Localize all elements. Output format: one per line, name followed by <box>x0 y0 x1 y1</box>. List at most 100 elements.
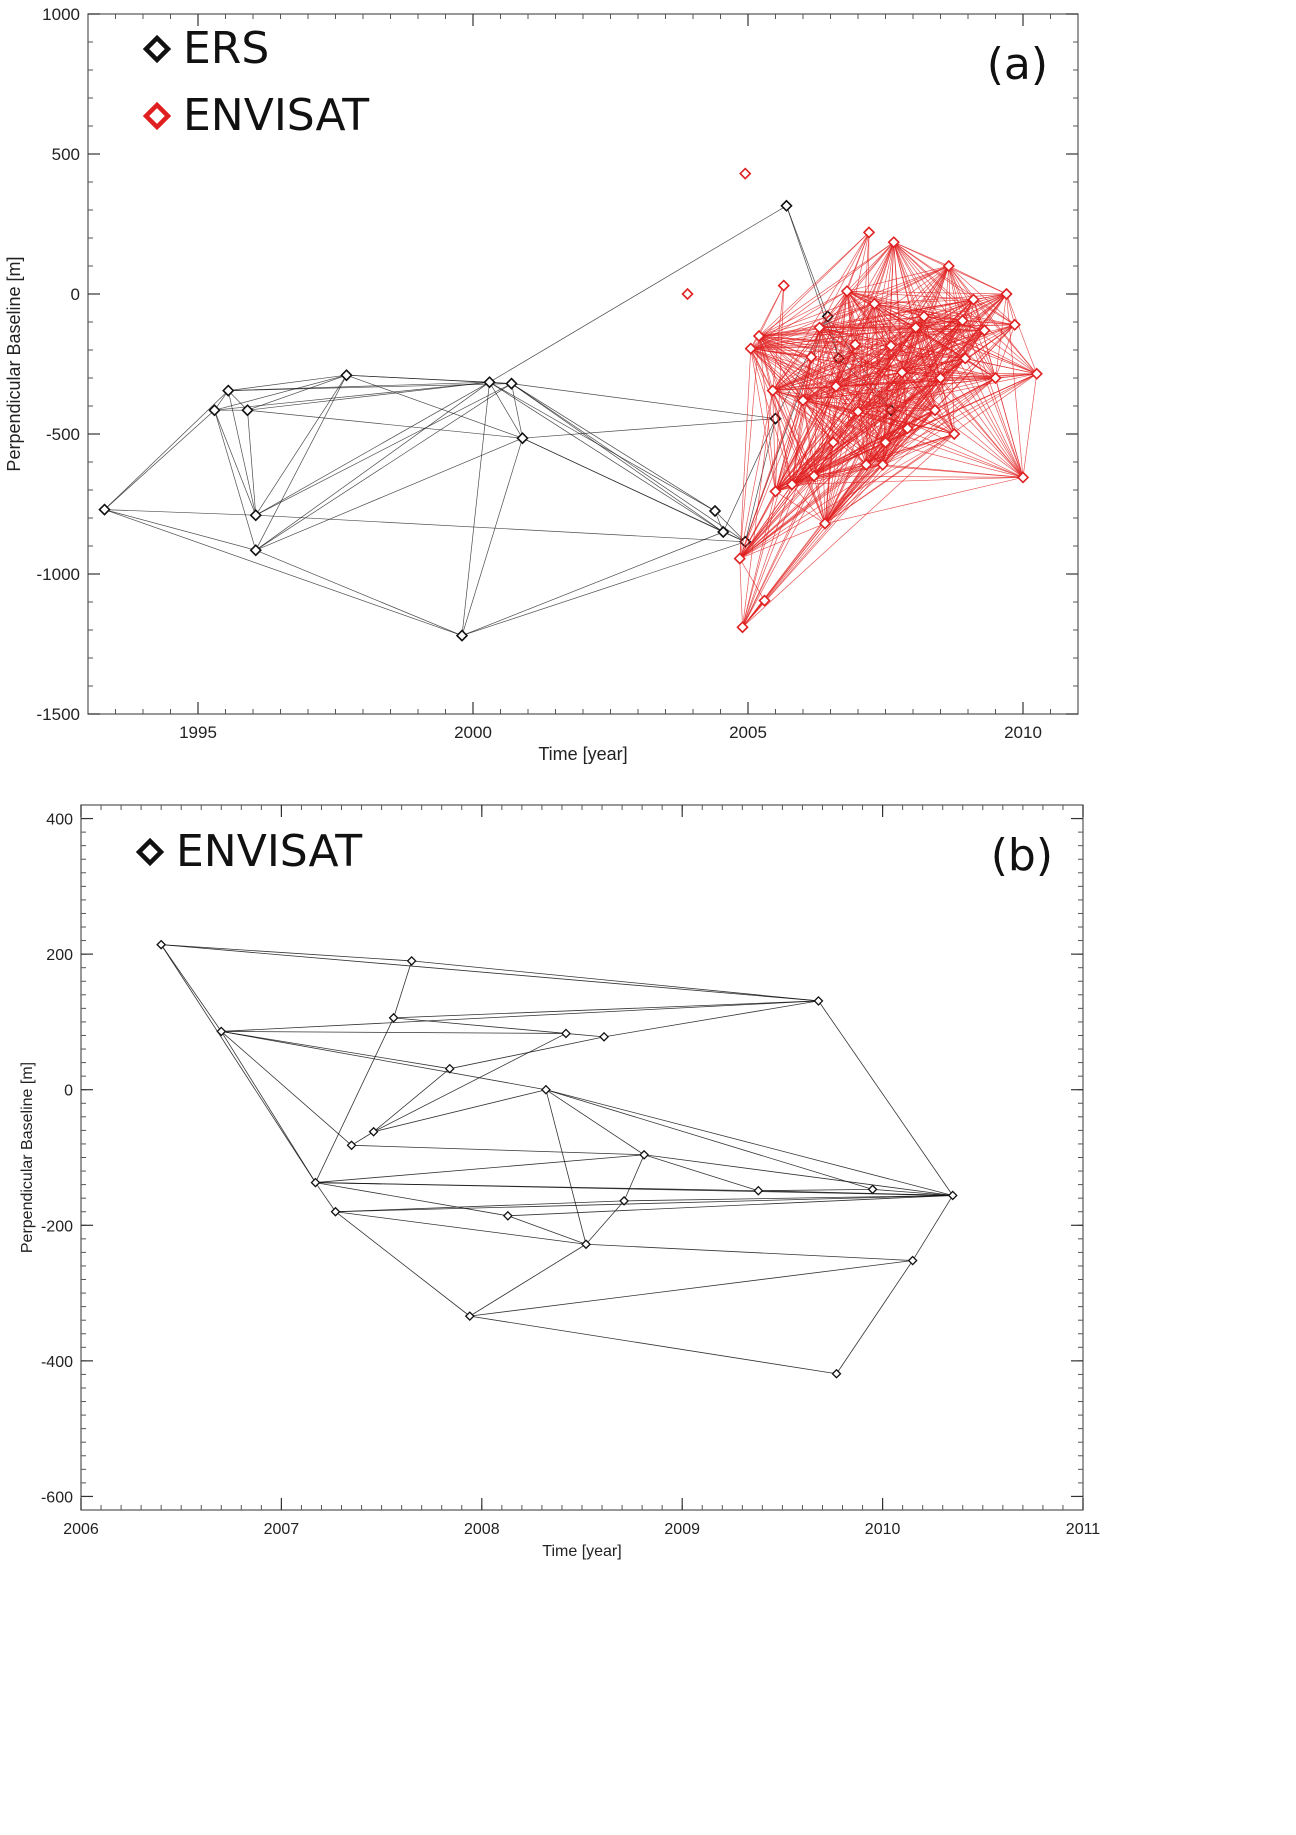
baseline-edge <box>489 205 787 383</box>
baseline-edge <box>857 411 886 443</box>
baseline-edge <box>750 232 870 349</box>
baseline-edge <box>786 205 829 317</box>
data-point <box>744 342 757 355</box>
baseline-edge <box>623 1154 645 1202</box>
baseline-edge <box>912 1195 954 1261</box>
baseline-edge <box>802 232 870 401</box>
baseline-edge <box>802 327 820 401</box>
data-point <box>581 1239 591 1250</box>
baseline-edge <box>772 390 776 492</box>
data-point <box>561 1028 571 1039</box>
baseline-edge <box>882 372 903 465</box>
data-point <box>1030 367 1043 380</box>
baseline-edge <box>857 411 884 465</box>
baseline-edge <box>644 1154 953 1196</box>
baseline-edge <box>221 1031 546 1091</box>
baseline-edge <box>846 232 870 292</box>
baseline-edge <box>624 1195 953 1202</box>
baseline-edge <box>866 433 955 466</box>
baseline-edge <box>714 510 746 543</box>
data-point <box>868 297 881 310</box>
baseline-edge <box>893 242 925 317</box>
baseline-edge <box>835 265 950 387</box>
data-point <box>876 458 889 471</box>
baseline-edge <box>758 335 892 347</box>
baseline-edge <box>824 477 1024 524</box>
baseline-edge <box>893 242 955 435</box>
baseline-edge <box>901 372 1024 478</box>
data-point <box>867 1184 878 1195</box>
data-point <box>948 427 961 441</box>
data-point <box>733 552 746 565</box>
baseline-edge <box>857 303 875 412</box>
baseline-edge <box>857 411 867 465</box>
baseline-edge <box>742 475 815 628</box>
baseline-edge <box>901 372 1037 375</box>
baseline-edge <box>819 327 996 379</box>
baseline-edge <box>835 232 870 387</box>
baseline-edge <box>940 330 985 379</box>
baseline-edge <box>824 303 875 524</box>
baseline-edge <box>965 358 1037 375</box>
data-point <box>907 1255 918 1266</box>
baseline-edge <box>160 944 222 1032</box>
baseline-edge <box>335 1211 587 1245</box>
baseline-edge <box>901 372 996 379</box>
baseline-edge <box>585 1243 913 1261</box>
baseline-edge <box>857 345 892 412</box>
series-edges <box>739 232 1038 628</box>
baseline-edge <box>802 400 826 524</box>
baseline-edge <box>221 1031 450 1070</box>
data-point <box>681 287 694 301</box>
baseline-edge <box>335 1195 953 1213</box>
data-point <box>502 1210 513 1221</box>
baseline-edge <box>489 381 716 512</box>
baseline-edge <box>819 327 837 387</box>
baseline-edge <box>315 1182 336 1212</box>
baseline-edge <box>995 373 1037 379</box>
baseline-edge <box>315 1154 645 1183</box>
baseline-edge <box>901 372 955 435</box>
baseline-edge <box>819 327 834 443</box>
baseline-edge <box>813 242 895 477</box>
baseline-edge <box>214 410 257 516</box>
baseline-edge <box>791 327 820 485</box>
baseline-edge <box>791 484 826 524</box>
baseline-edge <box>846 241 895 292</box>
baseline-edge <box>461 541 746 636</box>
baseline-edge <box>882 464 1024 478</box>
baseline-edge <box>545 1089 587 1245</box>
baseline-edge <box>511 383 776 419</box>
series-edges <box>104 205 892 636</box>
baseline-edge <box>995 377 1024 478</box>
baseline-edge <box>255 514 746 543</box>
baseline-edge <box>874 265 949 305</box>
baseline-edge <box>813 377 941 477</box>
data-point <box>978 324 991 337</box>
baseline-edge <box>315 1182 508 1217</box>
baseline-edge <box>775 400 804 492</box>
baseline-edge <box>948 265 996 379</box>
baseline-edge <box>750 348 776 492</box>
baseline-edge <box>995 293 1007 379</box>
series-envisat <box>156 939 958 1379</box>
baseline-edge <box>835 242 895 387</box>
x-tick-label: 2009 <box>664 1521 700 1538</box>
baseline-edge <box>813 293 1007 477</box>
baseline-edge <box>565 1033 605 1038</box>
data-point <box>222 384 235 397</box>
data-point <box>785 478 799 491</box>
baseline-edge <box>866 324 1015 466</box>
baseline-edge <box>603 1000 819 1038</box>
data-point <box>346 1140 357 1151</box>
baseline-edge <box>461 438 523 636</box>
series-envisat <box>681 167 1043 634</box>
baseline-edge <box>750 348 793 485</box>
baseline-edge <box>522 437 746 543</box>
baseline-edge <box>819 327 892 347</box>
baseline-edge <box>846 291 886 443</box>
baseline-edge <box>893 242 941 379</box>
baseline-edge <box>739 390 774 559</box>
y-tick-label: -600 <box>41 1489 73 1506</box>
baseline-edge <box>802 400 1024 478</box>
